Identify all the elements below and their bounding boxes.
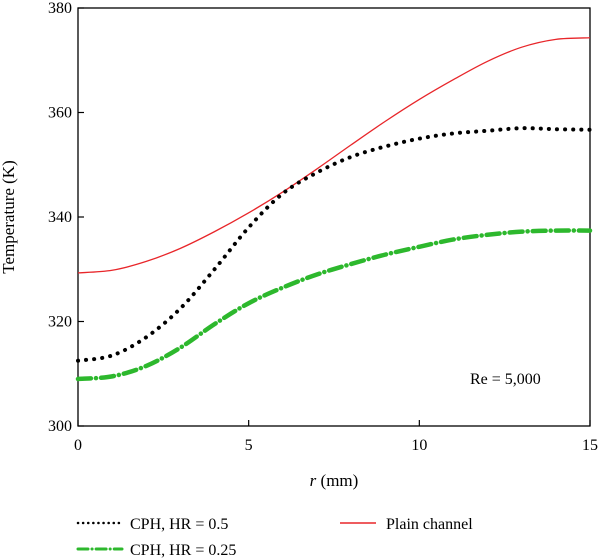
legend-item-plain: Plain channel [340,516,473,533]
y-axis: 300 320 340 360 380 [48,0,84,435]
y-tick-label: 340 [48,209,72,226]
x-tick-label: 5 [245,437,253,454]
series-line [77,37,591,274]
legend-label-hr025: CPH, HR = 0.25 [130,542,236,559]
legend-item-hr05: CPH, HR = 0.5 [76,516,228,533]
legend-item-hr025: CPH, HR = 0.25 [76,542,236,559]
series-layer [75,37,593,382]
re-annotation: Re = 5,000 [470,371,541,388]
x-axis-title: r (mm) [310,471,359,490]
y-tick-label: 380 [48,0,72,17]
x-tick-label: 15 [582,437,598,454]
legend-label-hr05: CPH, HR = 0.5 [130,516,228,533]
legend-label-plain: Plain channel [386,516,473,533]
y-axis-title: Temperature (K) [0,160,18,274]
x-axis: 0 5 10 15 [74,420,598,454]
x-axis-variable: r [310,471,317,490]
y-tick-label: 300 [48,418,72,435]
x-tick-label: 10 [411,437,427,454]
x-tick-label: 0 [74,437,82,454]
series-line [75,228,593,382]
y-tick-label: 360 [48,105,72,122]
series-line [76,126,592,363]
x-axis-unit: (mm) [316,471,358,490]
legend: CPH, HR = 0.5 CPH, HR = 0.25 Plain chann… [76,516,473,559]
y-tick-label: 320 [48,314,72,331]
